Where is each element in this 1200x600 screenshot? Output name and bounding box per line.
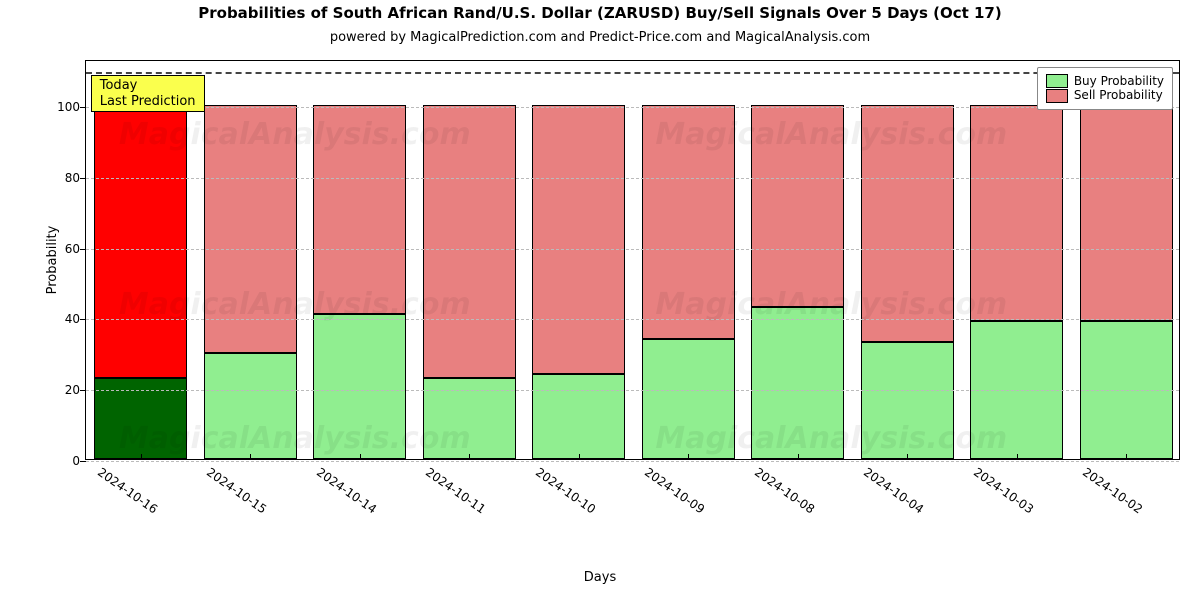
xtick-label: 2024-10-09: [642, 465, 707, 516]
today-annotation-line1: Today: [100, 78, 196, 94]
xtick-mark: [141, 454, 142, 460]
today-annotation-line2: Last Prediction: [100, 94, 196, 110]
xtick-label: 2024-10-04: [861, 465, 926, 516]
buy-bar: [204, 353, 297, 459]
xtick-mark: [360, 454, 361, 460]
xtick-mark: [1126, 454, 1127, 460]
plot-area: MagicalAnalysis.comMagicalAnalysis.comMa…: [85, 60, 1180, 460]
figure: { "chart": { "type": "stacked-bar", "tit…: [0, 0, 1200, 600]
gridline: [86, 178, 1179, 179]
xtick-label: 2024-10-02: [1080, 465, 1145, 516]
chart-title: Probabilities of South African Rand/U.S.…: [0, 4, 1200, 22]
sell-bar: [751, 105, 844, 307]
xtick-label: 2024-10-03: [971, 465, 1036, 516]
xtick-mark: [688, 454, 689, 460]
legend-item: Buy Probability: [1046, 74, 1164, 88]
xtick-mark: [469, 454, 470, 460]
xtick-label: 2024-10-15: [204, 465, 269, 516]
xtick-label: 2024-10-08: [752, 465, 817, 516]
ytick-label: 40: [65, 312, 86, 326]
bar-group: [861, 105, 954, 459]
gridline: [86, 107, 1179, 108]
bar-group: [423, 105, 516, 459]
legend-swatch: [1046, 74, 1068, 88]
sell-bar: [642, 105, 735, 339]
sell-bar: [1080, 105, 1173, 321]
bar-group: [94, 105, 187, 459]
gridline: [86, 319, 1179, 320]
legend-label: Sell Probability: [1074, 88, 1163, 102]
xtick-mark: [798, 454, 799, 460]
reference-line: [86, 72, 1179, 74]
gridline: [86, 249, 1179, 250]
bar-group: [204, 105, 297, 459]
bar-group: [1080, 105, 1173, 459]
sell-bar: [204, 105, 297, 353]
sell-bar: [423, 105, 516, 378]
today-annotation: Today Last Prediction: [91, 75, 205, 112]
x-axis-label: Days: [584, 570, 616, 585]
bar-group: [751, 105, 844, 459]
gridline: [86, 461, 1179, 462]
xtick-label: 2024-10-14: [314, 465, 379, 516]
bar-group: [532, 105, 625, 459]
legend-item: Sell Probability: [1046, 88, 1164, 102]
legend-swatch: [1046, 89, 1068, 103]
gridline: [86, 390, 1179, 391]
ytick-label: 0: [72, 454, 86, 468]
ytick-label: 60: [65, 242, 86, 256]
legend-label: Buy Probability: [1074, 74, 1164, 88]
ytick-label: 80: [65, 171, 86, 185]
bar-group: [313, 105, 406, 459]
bar-group: [970, 105, 1063, 459]
buy-bar: [751, 307, 844, 459]
sell-bar: [313, 105, 406, 314]
xtick-label: 2024-10-16: [95, 465, 160, 516]
buy-bar: [642, 339, 735, 459]
xtick-mark: [907, 454, 908, 460]
chart-subtitle: powered by MagicalPrediction.com and Pre…: [0, 30, 1200, 45]
legend: Buy ProbabilitySell Probability: [1037, 67, 1173, 110]
ytick-label: 20: [65, 383, 86, 397]
ytick-label: 100: [57, 100, 86, 114]
buy-bar: [313, 314, 406, 459]
y-axis-label: Probability: [45, 226, 60, 295]
buy-bar: [532, 374, 625, 459]
xtick-mark: [1017, 454, 1018, 460]
xtick-label: 2024-10-10: [533, 465, 598, 516]
sell-bar: [94, 105, 187, 378]
xtick-mark: [250, 454, 251, 460]
sell-bar: [970, 105, 1063, 321]
bars-layer: [86, 61, 1179, 459]
bar-group: [642, 105, 735, 459]
xtick-label: 2024-10-11: [423, 465, 488, 516]
xtick-mark: [579, 454, 580, 460]
sell-bar: [861, 105, 954, 342]
sell-bar: [532, 105, 625, 374]
buy-bar: [861, 342, 954, 459]
